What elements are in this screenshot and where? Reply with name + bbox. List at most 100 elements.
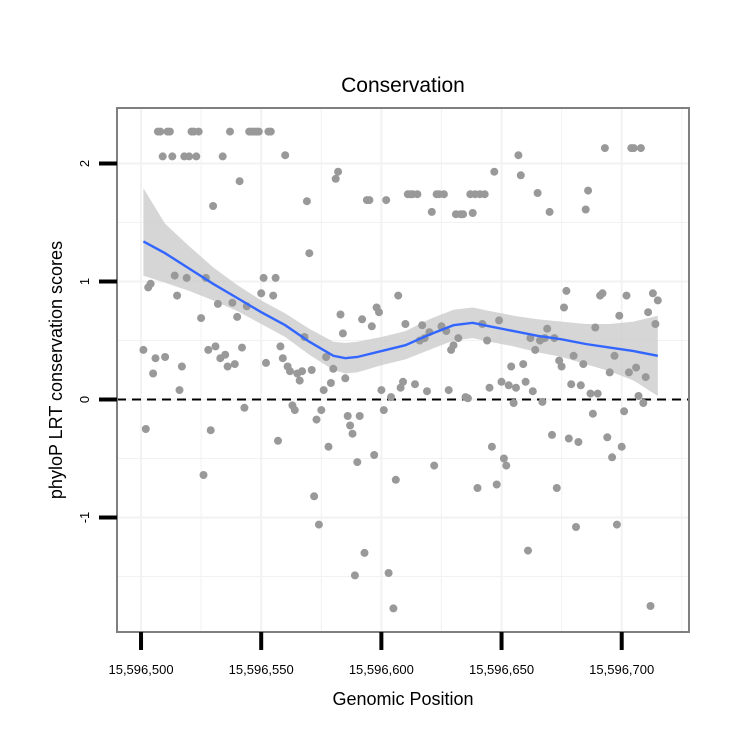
data-point: [175, 386, 184, 395]
data-point: [326, 379, 335, 387]
data-point: [648, 289, 657, 298]
data-point: [387, 393, 395, 402]
data-point: [502, 461, 511, 470]
data-point: [622, 291, 631, 300]
data-point: [204, 345, 213, 354]
data-point: [581, 205, 590, 214]
data-point: [636, 144, 645, 153]
data-point: [629, 144, 638, 153]
data-point: [262, 358, 270, 367]
data-point: [644, 308, 653, 317]
data-point: [389, 604, 398, 613]
data-point: [480, 190, 489, 199]
data-point: [194, 127, 203, 136]
data-point: [213, 299, 222, 308]
data-point: [334, 167, 343, 176]
data-point: [286, 367, 294, 376]
data-point: [379, 406, 388, 415]
y-axis: -1 0 1 2: [77, 160, 117, 523]
data-point: [348, 429, 357, 438]
data-point: [394, 291, 403, 300]
data-point: [343, 412, 352, 420]
data-point: [319, 386, 328, 395]
data-point: [158, 152, 167, 161]
data-point: [173, 291, 182, 300]
data-point: [514, 151, 523, 160]
data-point: [257, 289, 266, 298]
data-point: [240, 403, 249, 412]
chart-title: Conservation: [341, 74, 465, 97]
data-point: [350, 571, 359, 580]
data-point: [586, 389, 595, 398]
x-tick-label: 15,596,600: [349, 662, 414, 677]
data-point: [591, 323, 600, 332]
data-point: [567, 380, 576, 389]
data-point: [206, 426, 215, 435]
data-point: [382, 196, 391, 205]
data-point: [560, 303, 568, 312]
data-point: [322, 353, 331, 361]
smooth-line: [142, 240, 659, 360]
data-point: [367, 322, 376, 331]
data-point: [230, 360, 239, 369]
data-point: [598, 289, 607, 298]
data-point: [516, 171, 525, 180]
data-point: [411, 380, 419, 389]
data-point: [418, 321, 427, 330]
data-point: [610, 351, 619, 360]
data-point: [365, 196, 374, 205]
data-point: [295, 376, 304, 385]
data-point: [524, 546, 532, 555]
data-point: [370, 451, 379, 459]
data-point: [564, 434, 573, 443]
panel-border: [116, 107, 690, 633]
data-point: [223, 362, 232, 371]
data-point: [355, 412, 364, 420]
data-point: [185, 152, 194, 161]
data-point: [548, 430, 556, 439]
data-point: [521, 377, 530, 386]
data-point: [487, 442, 496, 451]
data-point: [391, 475, 400, 484]
data-point: [302, 197, 311, 206]
data-point: [651, 320, 660, 328]
data-point: [221, 350, 230, 359]
data-point: [562, 286, 571, 295]
x-tick-label: 15,596,550: [229, 662, 294, 677]
y-tick-label: 1: [77, 278, 92, 285]
data-point: [197, 314, 206, 323]
data-point: [499, 454, 508, 463]
data-point: [314, 520, 323, 529]
data-point: [593, 389, 602, 398]
data-point: [149, 369, 158, 378]
data-point: [507, 362, 516, 371]
data-point: [290, 406, 299, 415]
data-point: [165, 127, 174, 136]
data-point: [238, 343, 246, 352]
data-point: [538, 397, 547, 406]
data-point: [269, 291, 278, 300]
data-point: [497, 377, 506, 386]
data-point: [360, 548, 369, 557]
data-point: [600, 144, 609, 153]
data-point: [399, 377, 407, 386]
data-point: [483, 336, 492, 345]
data-point: [569, 351, 578, 360]
data-point: [612, 520, 621, 529]
data-point: [620, 407, 629, 416]
grid-lines: [117, 108, 689, 632]
data-point: [492, 480, 501, 489]
data-point: [526, 334, 535, 343]
data-point: [588, 409, 597, 418]
data-point: [338, 329, 347, 338]
data-point: [454, 334, 463, 343]
data-point: [211, 342, 220, 351]
data-point: [572, 523, 580, 531]
data-point: [490, 167, 499, 176]
data-point: [615, 311, 624, 320]
data-point: [177, 362, 186, 371]
data-point: [413, 190, 422, 199]
data-point: [485, 383, 494, 392]
data-point: [401, 320, 410, 328]
confidence-ribbon: [143, 188, 658, 396]
